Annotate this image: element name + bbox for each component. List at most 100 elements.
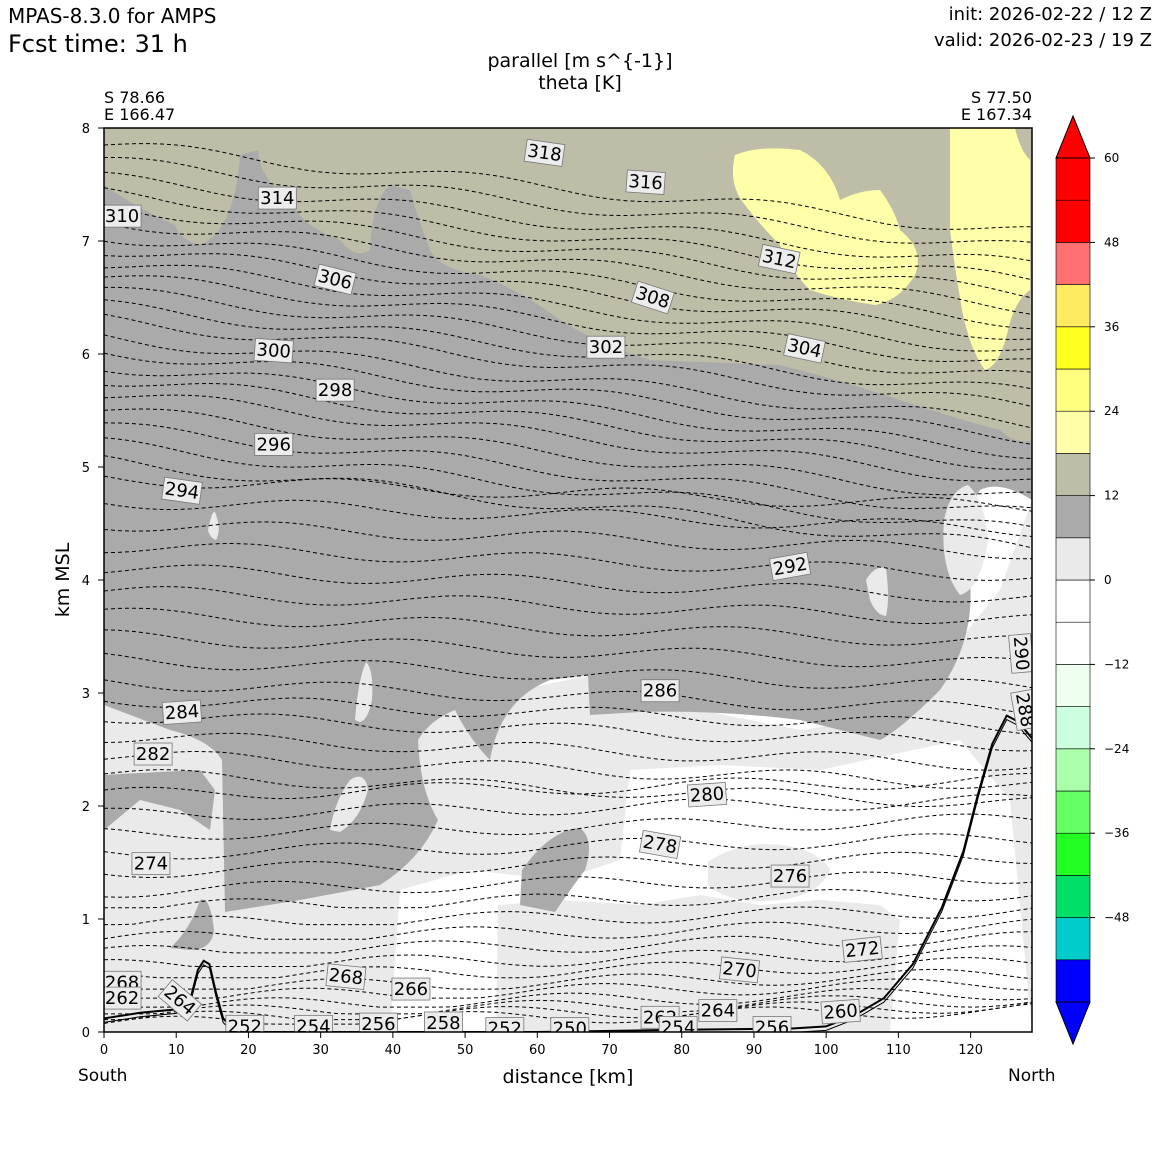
colorbar-segment (1055, 284, 1091, 328)
theta-label-box (1008, 633, 1032, 674)
theta-contour-line (104, 455, 1032, 549)
colorbar-tick-label: 12 (1104, 489, 1119, 503)
theta-label-text: 262 (105, 988, 139, 1009)
theta-label-box (161, 476, 203, 505)
theta-contour-line (104, 906, 1032, 926)
theta-contour-line (104, 968, 1032, 990)
theta-contour-line (104, 586, 1032, 624)
theta-label-text: 298 (318, 380, 352, 401)
theta-label-text: 270 (721, 958, 757, 982)
theta-contour-line (104, 499, 1032, 537)
theta-label-box (770, 864, 810, 888)
colorbar-segment (1055, 748, 1091, 792)
theta-label-text: 280 (689, 784, 725, 807)
theta-label-box (133, 742, 173, 766)
colorbar-tick-label: 0 (1104, 573, 1112, 587)
theta-contour-line (104, 750, 1032, 789)
theta-contour-line (104, 813, 1032, 840)
theta-label-box (157, 979, 203, 1022)
chart-title-wind: parallel [m s^{-1}] (487, 50, 673, 72)
terrain-line (104, 714, 1032, 1032)
theta-label: 280 (686, 781, 728, 808)
terrain-profile (104, 714, 1032, 1032)
theta-label: 258 (424, 1011, 463, 1032)
theta-label: 298 (315, 378, 355, 402)
colorbar-segment (1055, 453, 1091, 496)
y-tick-label: 1 (82, 913, 90, 928)
theta-contour-line (104, 564, 1032, 603)
theta-label: 256 (359, 1012, 398, 1032)
theta-label-text: 260 (823, 1000, 859, 1023)
theta-label: 310 (104, 204, 142, 228)
theta-label-box (225, 1014, 265, 1032)
forecast-time: Fcst time: 31 h (8, 30, 188, 58)
theta-contour-line (104, 222, 1032, 315)
south-label: South (78, 1066, 128, 1086)
x-axis: 0 10 20 30 40 50 60 70 80 90 100 110 120 (100, 1032, 983, 1058)
theta-label-text: 268 (328, 965, 364, 989)
theta-label: 254 (294, 1014, 333, 1032)
theta-contour-line (104, 679, 1032, 716)
colorbar-extend-max (1055, 114, 1091, 159)
init-time: init: 2026-02-22 / 12 Z (948, 4, 1152, 25)
theta-label-text: 282 (136, 744, 170, 765)
theta-label-text: 300 (256, 339, 292, 362)
theta-contour-line (104, 204, 1032, 299)
theta-contour-line (104, 352, 1032, 445)
colorbar-segment (1055, 832, 1091, 876)
colorbar-segment (1055, 706, 1091, 750)
colorbar-tick-label: 48 (1104, 235, 1119, 249)
theta-label: 312 (757, 243, 801, 275)
theta-contour-line (104, 652, 1032, 689)
theta-label: 316 (625, 169, 666, 195)
x-tick-label: 90 (746, 1043, 763, 1058)
wind-region-12-18-lower (104, 770, 215, 830)
theta-label-text: 254 (661, 1017, 695, 1038)
theta-contour-line (104, 851, 1032, 879)
theta-label-text: 256 (755, 1017, 789, 1038)
theta-contour-line (104, 945, 1032, 967)
theta-contour-line (104, 187, 1032, 281)
right-endpoint-lat: S 77.50 (970, 88, 1032, 107)
theta-label-box (313, 263, 357, 296)
colorbar-segment (1055, 157, 1091, 201)
theta-label-box (485, 1017, 525, 1032)
wind-region-6-12-hole3 (943, 485, 988, 595)
y-tick-label: 2 (82, 800, 90, 815)
colorbar-segment (1055, 495, 1091, 539)
colorbar-tick-label: 24 (1104, 404, 1119, 418)
theta-contour-line (104, 143, 1032, 230)
colorbar-segment (1055, 242, 1091, 285)
theta-label-box (630, 280, 675, 315)
theta-label-text: 296 (257, 434, 291, 455)
y-tick-label: 3 (82, 687, 90, 702)
wind-region-6-12-hole4 (866, 567, 888, 616)
x-tick-label: 100 (814, 1043, 839, 1058)
theta-label-box (424, 1011, 463, 1032)
colorbar-segment (1055, 959, 1091, 1003)
wind-region-24-30-b (950, 128, 1030, 370)
theta-contour-line (104, 240, 1032, 330)
theta-contour-line (104, 918, 1032, 940)
theta-label: 278 (638, 829, 682, 860)
x-tick-label: 120 (958, 1043, 983, 1058)
colorbar-segment (1055, 410, 1091, 454)
theta-label-text: 288 (1011, 691, 1038, 728)
theta-contour-line (104, 1001, 1032, 1021)
theta-label-box (104, 986, 142, 1010)
theta-contour-line (104, 769, 1032, 807)
theta-contour-line (104, 629, 1032, 668)
wind-region-6-12-hole (330, 776, 368, 832)
theta-contour-line (104, 607, 1032, 646)
theta-contour-line (104, 370, 1032, 460)
theta-label-box (315, 378, 355, 402)
wind-region-12-18-blob (520, 828, 589, 912)
theta-contour-line (104, 286, 1032, 374)
theta-contour-line (104, 299, 1032, 390)
theta-label-box (638, 829, 682, 860)
theta-label-box (325, 963, 367, 990)
y-axis: 0 1 2 3 4 5 6 7 8 (82, 122, 104, 1041)
theta-label: 252 (225, 1014, 265, 1032)
colorbar: 60 48 36 24 12 0 −12 −24 −36 −48 (1055, 114, 1129, 1046)
theta-label: 318 (523, 138, 566, 167)
